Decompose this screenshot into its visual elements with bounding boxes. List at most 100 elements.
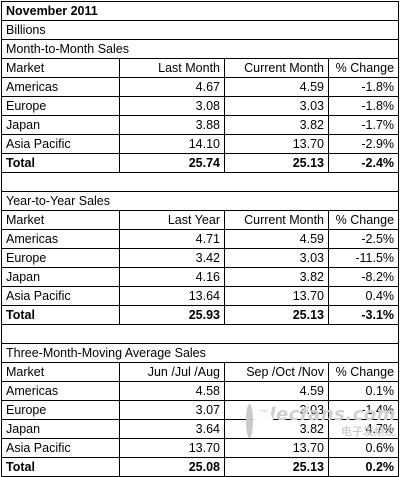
column-header: % Change	[327, 210, 400, 230]
value-cell: -2.9%	[327, 134, 400, 154]
blank-cell	[119, 20, 400, 40]
value-cell: 3.88	[119, 115, 225, 135]
value-cell: 13.70	[224, 286, 329, 306]
table-row: Asia Pacific 13.64 13.70 0.4%	[1, 286, 400, 306]
table-row: Asia Pacific 14.10 13.70 -2.9%	[1, 134, 400, 154]
value-cell: 3.82	[224, 115, 329, 135]
column-header: Market	[1, 210, 120, 230]
title-row: November 2011	[1, 1, 400, 21]
column-header-row: Market Last Year Current Month% Change	[1, 210, 400, 230]
total-row: Total 25.93 25.13 -3.1%	[1, 305, 400, 325]
watermark: elecfans.com 电子发烧友	[246, 400, 396, 442]
total-value: 25.13	[224, 305, 329, 325]
market-name: Americas	[1, 229, 120, 249]
total-value: 25.08	[119, 457, 225, 477]
section-heading-row: Month-to-Month Sales	[0, 39, 400, 59]
table-row: Americas 4.67 4.59 -1.8%	[1, 77, 400, 97]
value-cell: -2.5%	[327, 229, 400, 249]
market-name: Asia Pacific	[1, 286, 120, 306]
market-name: Europe	[1, 400, 120, 420]
section-heading-row: Year-to-Year Sales	[0, 191, 400, 211]
value-cell: 13.64	[119, 286, 225, 306]
value-cell: -1.8%	[327, 77, 400, 97]
value-cell: 0.4%	[327, 286, 400, 306]
value-cell: 13.70	[224, 134, 329, 154]
value-cell: 4.59	[224, 381, 329, 401]
section-heading-row: Three-Month-Moving Average Sales	[0, 343, 400, 363]
watermark-site: elecfans.com	[256, 403, 396, 425]
market-name: Japan	[1, 115, 120, 135]
value-cell: 4.7%	[327, 419, 400, 439]
total-value: -3.1%	[327, 305, 400, 325]
value-cell: 3.07	[119, 400, 225, 420]
column-header: Current Month	[224, 210, 329, 230]
value-cell: 4.58	[119, 381, 225, 401]
value-cell: -1.7%	[327, 115, 400, 135]
value-cell: -1.8%	[327, 96, 400, 116]
market-name: Asia Pacific	[1, 134, 120, 154]
total-value: 25.74	[119, 153, 225, 173]
market-name: Europe	[1, 96, 120, 116]
table-row: Americas 4.58 4.59 0.1%	[1, 381, 400, 401]
total-value: 25.13	[224, 457, 329, 477]
market-name: Japan	[1, 267, 120, 287]
market-name: Americas	[1, 77, 120, 97]
gap-cell	[0, 172, 400, 192]
value-cell: 4.59	[224, 229, 329, 249]
value-cell: 4.71	[119, 229, 225, 249]
table-row: Americas 4.71 4.59 -2.5%	[1, 229, 400, 249]
total-value: 25.93	[119, 305, 225, 325]
value-cell: 3.42	[119, 248, 225, 268]
market-name: Europe	[1, 248, 120, 268]
value-cell: 4.59	[224, 77, 329, 97]
section-gap	[0, 324, 400, 344]
total-value: 0.2%	[327, 457, 400, 477]
column-header: Market	[1, 58, 120, 78]
total-row: Total 25.08 25.13 0.2%	[1, 457, 400, 477]
table-row: Europe 3.42 3.03 -11.5%	[1, 248, 400, 268]
column-header: Market	[1, 362, 120, 382]
value-cell: 0.1%	[327, 381, 400, 401]
column-header: Current Month	[224, 58, 329, 78]
unit-label: Billions	[1, 20, 120, 40]
value-cell: 3.08	[119, 96, 225, 116]
table-row: Japan 3.88 3.82 -1.7%	[1, 115, 400, 135]
value-cell: 14.10	[119, 134, 225, 154]
value-cell: 4.67	[119, 77, 225, 97]
watermark-cn: 电子发烧友	[341, 424, 396, 438]
value-cell: 3.03	[224, 248, 329, 268]
table-row: Europe 3.08 3.03 -1.8%	[1, 96, 400, 116]
section-gap	[0, 172, 400, 192]
total-value: -2.4%	[327, 153, 400, 173]
column-header: Sep /Oct /Nov	[224, 362, 329, 382]
value-cell: 3.64	[119, 419, 225, 439]
total-value: 25.13	[224, 153, 329, 173]
total-label: Total	[1, 305, 120, 325]
value-cell: 3.82	[224, 267, 329, 287]
value-cell: 13.70	[119, 438, 225, 458]
total-label: Total	[1, 457, 120, 477]
elecfans-logo-icon	[246, 404, 272, 438]
market-name: Asia Pacific	[1, 438, 120, 458]
value-cell: -1.4%	[327, 400, 400, 420]
value-cell: -8.2%	[327, 267, 400, 287]
column-header: % Change	[327, 58, 400, 78]
blank-cell	[119, 1, 400, 21]
section-heading: Year-to-Year Sales	[0, 191, 400, 211]
column-header-row: Market Last Month Current Month% Change	[1, 58, 400, 78]
column-header: Last Year	[119, 210, 225, 230]
report-title: November 2011	[1, 1, 120, 21]
table-row: Japan 4.16 3.82 -8.2%	[1, 267, 400, 287]
value-cell: 4.16	[119, 267, 225, 287]
gap-cell	[0, 324, 400, 344]
column-header-row: Market Jun /Jul /Aug Sep /Oct /Nov% Change	[1, 362, 400, 382]
section-heading: Three-Month-Moving Average Sales	[0, 343, 400, 363]
column-header: Last Month	[119, 58, 225, 78]
section-heading: Month-to-Month Sales	[0, 39, 400, 59]
total-label: Total	[1, 153, 120, 173]
value-cell: 3.03	[224, 96, 329, 116]
total-row: Total 25.74 25.13 -2.4%	[1, 153, 400, 173]
column-header: Jun /Jul /Aug	[119, 362, 225, 382]
value-cell: -11.5%	[327, 248, 400, 268]
